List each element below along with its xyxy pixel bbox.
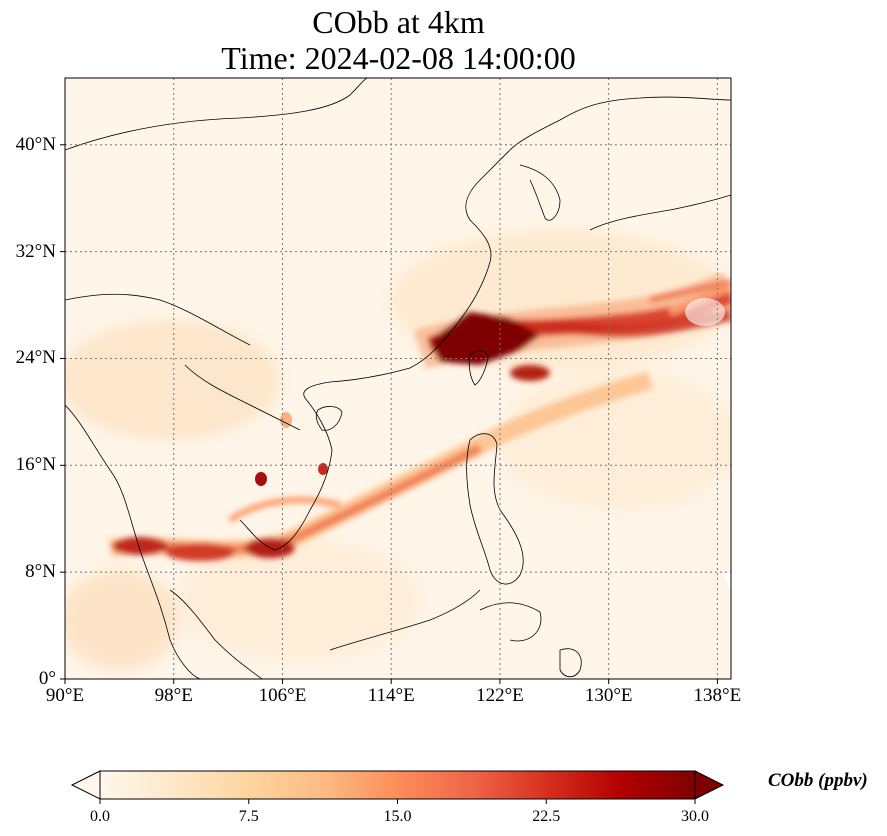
colorbar-tick-label: 15.0 (383, 808, 412, 825)
map-title: CObb at 4km (312, 4, 485, 40)
colorbar (70, 770, 725, 804)
colorbar-tick-label: 30.0 (681, 808, 709, 825)
missing-data-edge (723, 570, 731, 590)
y-tick-label: 16°N (15, 454, 56, 476)
map-border (64, 77, 732, 680)
x-tick-label: 90°E (45, 685, 85, 706)
colorbar-extend-max (694, 770, 725, 800)
colorbar-tick-label: 22.5 (532, 808, 561, 825)
y-tick-label: 0° (38, 668, 56, 689)
x-tick-label: 114°E (367, 685, 415, 706)
x-tick-label: 106°E (258, 685, 307, 706)
colorbar-gradient (100, 771, 695, 799)
y-tick-label: 32°N (15, 240, 56, 262)
y-tick-label: 8°N (25, 561, 56, 583)
map-time-subtitle: Time: 2024-02-08 14:00:00 (221, 40, 576, 76)
gridlines (65, 78, 731, 679)
x-tick-label: 98°E (154, 685, 193, 706)
colorbar-label: CObb (ppbv) (768, 770, 868, 791)
colorbar-tick-marks (99, 799, 696, 804)
colorbar-extend-min (70, 770, 101, 800)
plume-gap (685, 298, 725, 326)
y-tick-label: 40°N (15, 133, 56, 155)
colorbar-tick-label: 7.5 (238, 808, 259, 825)
y-tick-label: 24°N (15, 347, 56, 369)
x-tick-label: 122°E (476, 685, 524, 706)
coastlines (65, 78, 731, 679)
x-tick-label: 130°E (584, 685, 633, 706)
colorbar-tick-label: 0.0 (90, 808, 110, 825)
axis-tick-marks (60, 144, 718, 684)
concentration-field (65, 78, 731, 679)
point-sources (255, 412, 328, 486)
x-tick-label: 138°E (693, 685, 742, 706)
